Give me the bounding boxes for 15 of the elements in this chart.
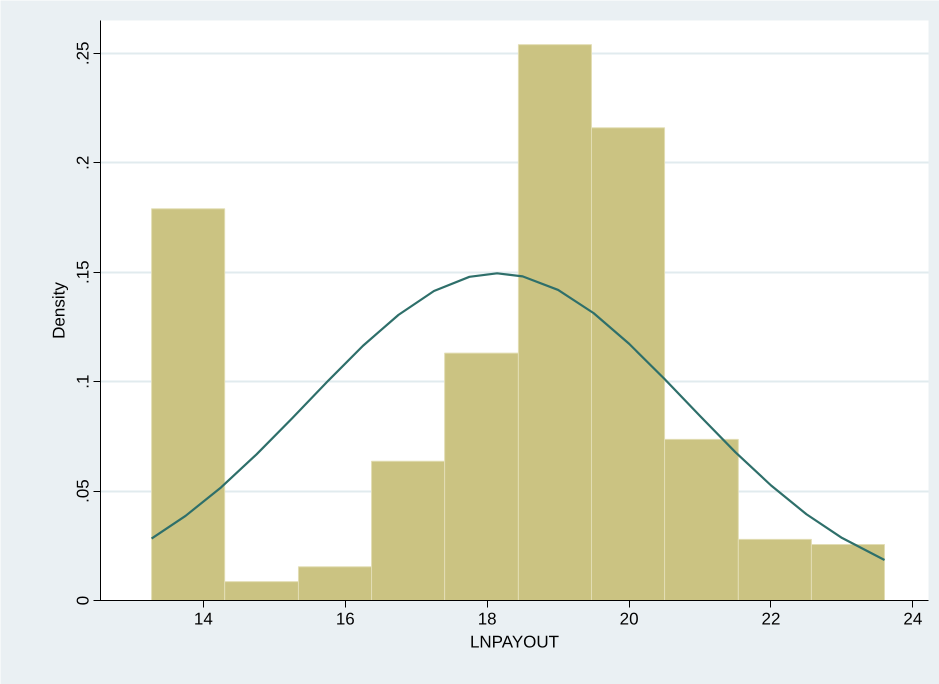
y-axis-title: Density: [50, 282, 68, 339]
x-tick-label: 20: [620, 610, 639, 628]
y-tick-label: 0: [74, 596, 92, 606]
line-series: [150, 272, 886, 562]
y-tick-label: .15: [74, 260, 92, 284]
x-axis-title: LNPAYOUT: [470, 632, 560, 652]
x-tick-label: 14: [194, 610, 213, 628]
y-tick-label: .2: [74, 156, 92, 170]
y-tick-label: .05: [74, 479, 92, 503]
y-tick-label: .1: [74, 374, 92, 389]
x-tick-label: 18: [478, 610, 497, 628]
y-tick-label: .25: [74, 42, 92, 66]
x-tick-label: 22: [762, 610, 780, 628]
x-tick-label: 24: [903, 610, 922, 628]
x-tick-label: 16: [336, 610, 355, 628]
